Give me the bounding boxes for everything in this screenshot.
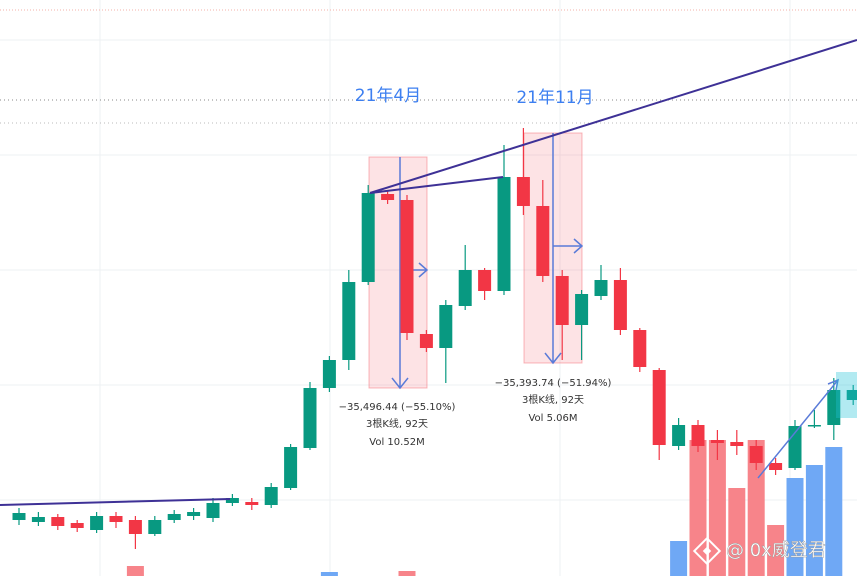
candle-body xyxy=(419,334,433,348)
candle-body xyxy=(439,305,453,348)
candle-body xyxy=(749,446,763,463)
measure-bars: 3根K线, 92天 xyxy=(522,393,584,406)
candle-body xyxy=(187,512,201,516)
candle-body xyxy=(594,280,608,296)
volume-bar xyxy=(398,571,416,576)
measure-bars: 3根K线, 92天 xyxy=(366,417,428,430)
volume-bar xyxy=(767,525,785,576)
volume-bar xyxy=(728,488,746,576)
candle-body xyxy=(109,516,123,522)
candle-body xyxy=(31,517,45,522)
projection-box xyxy=(836,372,857,418)
candle-body xyxy=(633,330,647,367)
candle-body xyxy=(497,177,511,291)
candle-body xyxy=(516,177,530,206)
candle-body xyxy=(575,294,589,325)
trend-line xyxy=(369,39,857,194)
candle-body xyxy=(458,270,472,306)
candle-body xyxy=(691,425,705,446)
volume-bar xyxy=(320,572,338,576)
candle-body xyxy=(206,503,220,518)
candle-body xyxy=(361,193,375,282)
candle-body xyxy=(478,270,492,291)
range-arrow xyxy=(544,133,584,365)
candle-body xyxy=(70,523,84,528)
watermark: @ 0x威登君 xyxy=(726,540,826,561)
candle-body xyxy=(148,520,162,534)
candle-body xyxy=(245,502,259,505)
candle-body xyxy=(672,425,686,446)
candle-body xyxy=(342,282,356,360)
volume-bar xyxy=(126,566,144,576)
candle-body xyxy=(225,498,239,503)
volume-bar xyxy=(708,440,726,576)
measure-change: −35,496.44 (−55.10%) xyxy=(339,402,456,413)
candle-body xyxy=(264,487,278,505)
candle-body xyxy=(769,463,783,470)
candle-body xyxy=(846,390,857,400)
candle-body xyxy=(51,517,65,526)
candle-body xyxy=(400,200,414,333)
measure-vol: Vol 5.06M xyxy=(528,413,577,424)
volume-bar xyxy=(805,465,823,576)
candle-body xyxy=(167,514,181,520)
candle-body xyxy=(536,206,550,276)
candle-body xyxy=(710,440,724,443)
candle-body xyxy=(807,425,821,427)
candle-body xyxy=(322,360,336,388)
volume-bar xyxy=(825,447,843,576)
measure-change: −35,393.74 (−51.94%) xyxy=(495,378,612,389)
candle-body xyxy=(613,280,627,330)
candle-body xyxy=(90,516,104,530)
candle-body xyxy=(303,388,317,448)
measure-vol: Vol 10.52M xyxy=(369,437,424,448)
candle-body xyxy=(284,447,298,488)
candle-body xyxy=(12,513,26,520)
volume-bar xyxy=(670,541,688,576)
candle-body xyxy=(381,194,395,200)
annotation: 21年4月 xyxy=(355,86,421,106)
candle-body xyxy=(128,520,142,534)
projection-arrow xyxy=(757,378,840,479)
trend-line xyxy=(0,498,231,506)
candle-body xyxy=(827,390,841,425)
candle-body xyxy=(555,276,569,325)
candle-body xyxy=(730,442,744,446)
annotation: 21年11月 xyxy=(516,88,593,108)
range-box xyxy=(368,156,428,389)
range-arrow xyxy=(391,157,429,390)
trend-line xyxy=(369,176,504,194)
candle-body xyxy=(652,370,666,445)
volume-bar xyxy=(786,478,804,576)
